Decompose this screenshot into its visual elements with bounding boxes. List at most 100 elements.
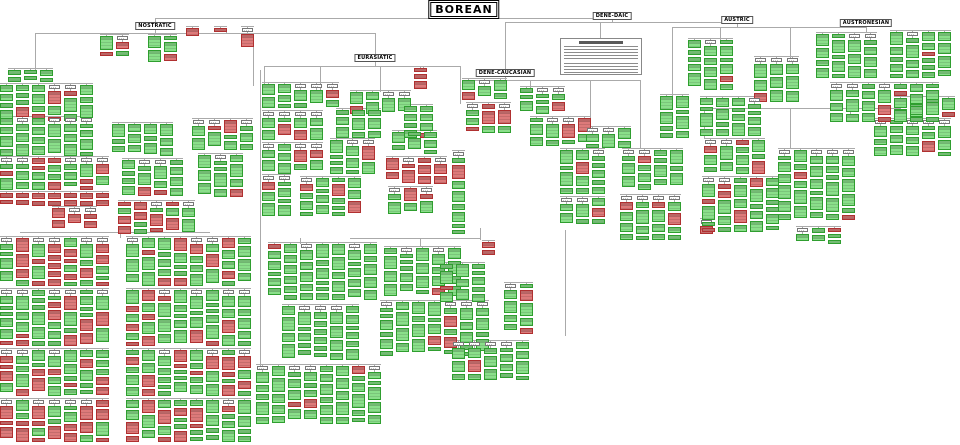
language-node [206, 303, 219, 307]
language-node-extinct [118, 226, 131, 234]
node-label-chip [305, 366, 316, 370]
language-node [238, 331, 251, 339]
language-node-extinct [206, 341, 219, 346]
language-node [16, 164, 29, 169]
language-node [298, 312, 311, 325]
language-node [64, 328, 77, 333]
language-node [238, 273, 251, 281]
language-node [716, 122, 729, 127]
language-node [128, 145, 141, 152]
language-node [368, 387, 381, 400]
language-node [894, 98, 907, 108]
language-node-extinct [16, 334, 29, 338]
language-node [160, 148, 173, 156]
language-node [158, 426, 171, 435]
language-node [336, 117, 349, 125]
language-node [794, 206, 807, 218]
branch-label-nostratic: NOSTRATIC [135, 22, 175, 30]
language-node [320, 405, 333, 415]
language-node-extinct [268, 244, 281, 249]
language-node [560, 172, 573, 186]
language-node-extinct [652, 202, 665, 208]
language-node-extinct [32, 378, 45, 391]
language-node [348, 279, 361, 287]
tree-edge [14, 68, 15, 70]
language-node [576, 204, 589, 217]
language-node [404, 114, 417, 121]
language-node [516, 342, 529, 349]
language-node [400, 260, 413, 264]
language-node-extinct [134, 202, 147, 210]
tree-edge [102, 348, 103, 350]
node-label-chip [65, 85, 76, 89]
language-node [428, 318, 441, 322]
language-node [636, 210, 649, 224]
tree-edge [338, 176, 339, 178]
language-node [310, 118, 323, 126]
language-node [262, 118, 275, 128]
node-label-chip [263, 144, 274, 148]
node-label-chip [561, 198, 572, 202]
language-node-extinct [48, 263, 61, 269]
language-node [700, 107, 713, 111]
language-node [80, 260, 93, 266]
language-node [816, 68, 829, 78]
language-node [0, 306, 13, 310]
tree-edge [244, 236, 245, 238]
language-node [0, 94, 13, 101]
tree-edge [150, 122, 151, 124]
language-node [704, 67, 717, 77]
note-text-lines [564, 46, 638, 60]
language-node [520, 303, 533, 316]
tree-edge [290, 242, 291, 244]
language-node [906, 60, 919, 68]
language-node [64, 172, 77, 180]
tree-edge [948, 96, 949, 98]
language-node [416, 276, 429, 288]
language-node [48, 386, 61, 396]
language-node-extinct [80, 186, 93, 190]
node-label-chip [797, 228, 808, 232]
note-box [560, 38, 642, 75]
language-node-extinct [288, 402, 301, 407]
language-node [0, 252, 13, 256]
language-node [332, 294, 345, 300]
tree-edge [944, 30, 945, 32]
language-node [316, 260, 329, 266]
language-node [810, 179, 823, 189]
language-node [150, 208, 163, 212]
language-node-extinct [922, 52, 935, 56]
tree-edge [380, 66, 381, 92]
language-node [288, 390, 301, 400]
language-node [48, 139, 61, 153]
language-node [300, 293, 313, 300]
language-node [750, 189, 763, 202]
language-node [484, 369, 497, 380]
language-node-extinct [878, 117, 891, 122]
language-node [874, 139, 887, 145]
language-node [238, 341, 251, 346]
tree-edge [148, 34, 177, 35]
language-node [24, 76, 37, 80]
node-label-chip [191, 238, 202, 242]
language-node [278, 182, 291, 186]
language-node-extinct [64, 383, 77, 387]
language-node [862, 113, 875, 122]
tree-edge [772, 176, 773, 178]
language-node [142, 303, 155, 312]
node-label-chip [215, 155, 226, 159]
language-node [444, 308, 457, 314]
language-node [830, 90, 843, 101]
tree-edge [35, 33, 36, 70]
tree-edge [900, 96, 901, 98]
language-node [198, 155, 211, 168]
language-node-extinct [224, 120, 237, 133]
language-node [766, 226, 779, 230]
language-node-extinct [222, 406, 235, 412]
language-node-extinct [418, 165, 431, 174]
language-node-extinct [126, 306, 139, 312]
language-node [330, 340, 343, 351]
language-node [32, 298, 45, 303]
tree-edge [660, 94, 689, 95]
language-node [80, 307, 93, 311]
